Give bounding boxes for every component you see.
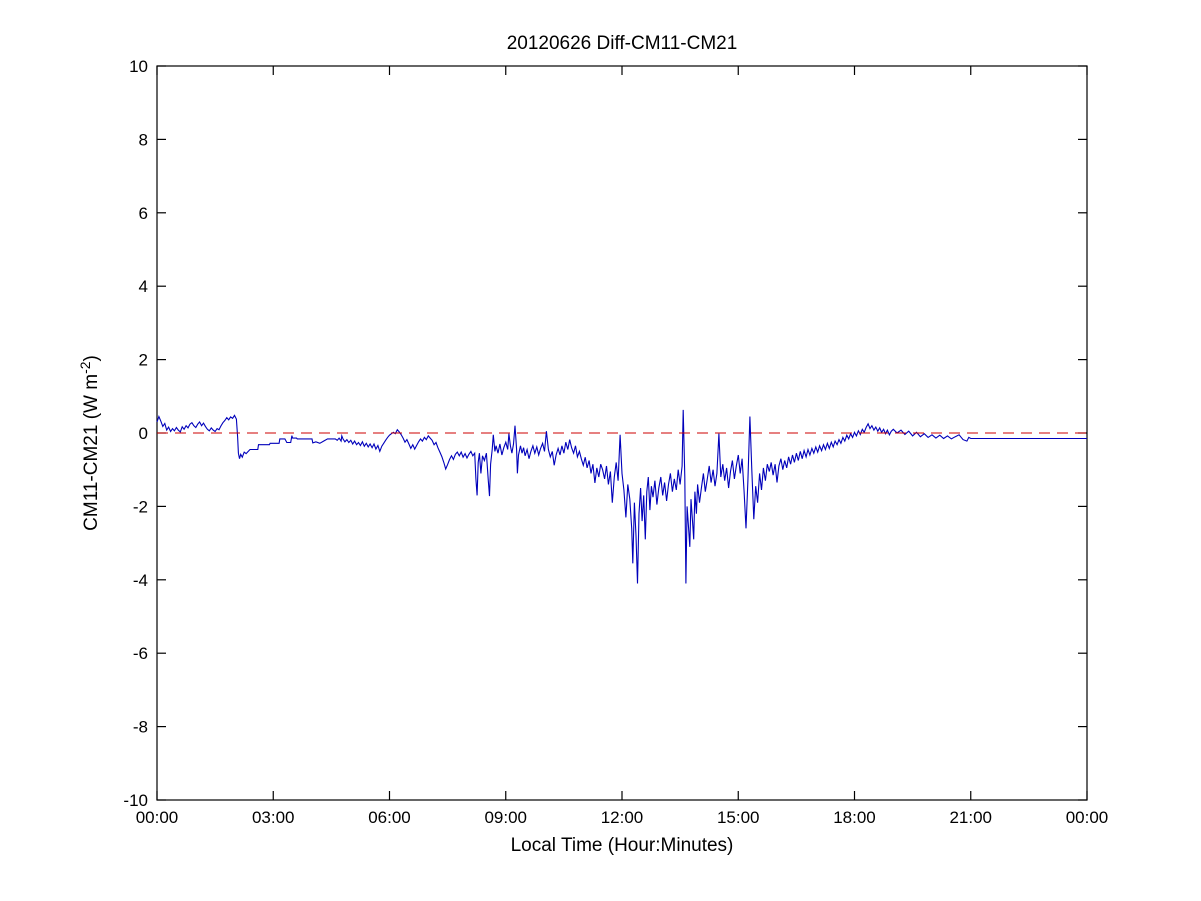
- x-tick-label: 00:00: [1066, 808, 1109, 827]
- chart-title: 20120626 Diff-CM11-CM21: [506, 33, 738, 54]
- x-tick-label: 15:00: [717, 808, 760, 827]
- series-diff-cm11-cm21: [156, 409, 1087, 584]
- x-tick-label: 18:00: [833, 808, 876, 827]
- y-tick-label: 4: [139, 277, 148, 296]
- x-tick-label: 12:00: [601, 808, 644, 827]
- y-tick-label: -6: [133, 644, 148, 663]
- x-tick-label: 06:00: [368, 808, 411, 827]
- x-tick-label: 09:00: [484, 808, 527, 827]
- x-tick-label: 00:00: [136, 808, 179, 827]
- y-tick-label: -4: [133, 571, 148, 590]
- x-tick-label: 21:00: [949, 808, 992, 827]
- y-tick-label: 8: [139, 130, 148, 149]
- x-axis-label: Local Time (Hour:Minutes): [510, 835, 734, 856]
- y-tick-label: 0: [139, 424, 148, 443]
- y-tick-label: -10: [123, 791, 148, 810]
- x-tick-label: 03:00: [252, 808, 295, 827]
- y-tick-label: -2: [133, 497, 148, 516]
- y-tick-label: 2: [139, 351, 148, 370]
- y-tick-label: 6: [139, 204, 148, 223]
- axes-box: [156, 65, 1088, 801]
- y-tick-label: 10: [129, 57, 148, 76]
- y-tick-label: -8: [133, 718, 148, 737]
